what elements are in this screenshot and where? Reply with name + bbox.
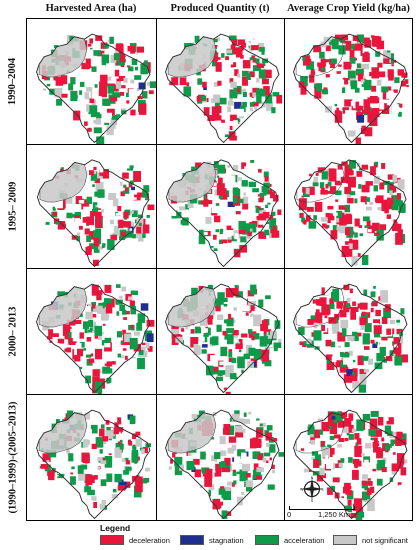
brazil-map <box>36 283 155 394</box>
brazil-map <box>36 33 156 144</box>
column-header-yield: Average Crop Yield (kg/ha) <box>287 3 410 14</box>
brazil-map <box>36 409 152 520</box>
row-label-period-comparison: (1990–1999)-(2005–2013) <box>7 401 19 514</box>
compass-n: N <box>311 476 314 480</box>
map-cell-r1-produced <box>157 19 285 145</box>
map-cell-r2-yield <box>285 145 413 269</box>
compass-w: W <box>300 488 304 492</box>
column-header-produced: Produced Quantity (t) <box>170 3 270 14</box>
brazil-map <box>165 159 284 268</box>
map-cell-r4-harvested <box>27 395 157 521</box>
brazil-map <box>36 159 155 268</box>
municipality-patches <box>300 411 408 521</box>
country-border <box>293 33 408 144</box>
country-border <box>36 33 151 144</box>
map-grid <box>26 18 413 521</box>
legend-swatch-stagnation <box>180 535 204 545</box>
legend-swatch-acceleration <box>255 535 279 545</box>
map-cell-r4-yield <box>285 395 413 521</box>
brazil-map <box>293 409 408 521</box>
map-cell-r3-harvested <box>27 269 157 395</box>
scale-end: 1,250 Km <box>318 510 351 519</box>
legend-swatch-not-significant <box>333 535 357 545</box>
row-label-1990-2004: 1990–2004 <box>7 57 19 105</box>
legend-title: Legend <box>100 523 131 533</box>
map-cell-r2-harvested <box>27 145 157 269</box>
country-border <box>165 159 279 268</box>
brazil-map <box>293 159 407 268</box>
municipality-patches <box>298 160 406 266</box>
compass-rose: N S W E <box>300 476 325 502</box>
brazil-map <box>165 283 282 394</box>
scale-bar-line <box>289 506 355 510</box>
legend-item-stagnation: stagnation <box>180 535 244 545</box>
column-header-harvested: Harvested Area (ha) <box>45 3 137 14</box>
legend-item-acceleration: acceleration <box>255 535 324 545</box>
row-label-2000-2013: 2000– 2013 <box>7 306 19 356</box>
country-border <box>165 409 280 520</box>
country-border <box>293 409 408 520</box>
brazil-map <box>165 33 283 144</box>
brazil-map <box>293 33 409 144</box>
compass-needle-horizontal <box>301 487 323 491</box>
legend: Legend deceleration stagnation accelerat… <box>0 522 418 550</box>
map-cell-r2-produced <box>157 145 285 269</box>
country-border <box>165 283 280 394</box>
scale-zero: 0 <box>287 510 292 519</box>
map-cell-r3-yield <box>285 269 413 395</box>
legend-swatch-deceleration <box>100 535 124 545</box>
country-border <box>36 409 151 520</box>
map-cell-r3-produced <box>157 269 285 395</box>
municipality-patches <box>169 160 284 258</box>
brazil-map <box>165 409 284 520</box>
row-label-1995-2009: 1995– 2009 <box>7 181 19 231</box>
compass-s: S <box>311 499 314 502</box>
scale-bar: 0 1,250 Km <box>287 506 359 520</box>
map-cell-r1-yield <box>285 19 413 145</box>
legend-item-not-significant: not significant <box>333 535 408 545</box>
legend-item-deceleration: deceleration <box>100 535 170 545</box>
country-border <box>36 159 150 268</box>
country-border <box>293 283 408 394</box>
country-border <box>36 283 151 394</box>
country-border <box>293 159 407 268</box>
country-border <box>165 33 280 144</box>
compass-e: E <box>322 488 325 492</box>
brazil-map <box>293 283 408 394</box>
municipality-patches <box>298 34 409 144</box>
map-cell-r1-harvested <box>27 19 157 145</box>
map-cell-r4-produced <box>157 395 285 521</box>
